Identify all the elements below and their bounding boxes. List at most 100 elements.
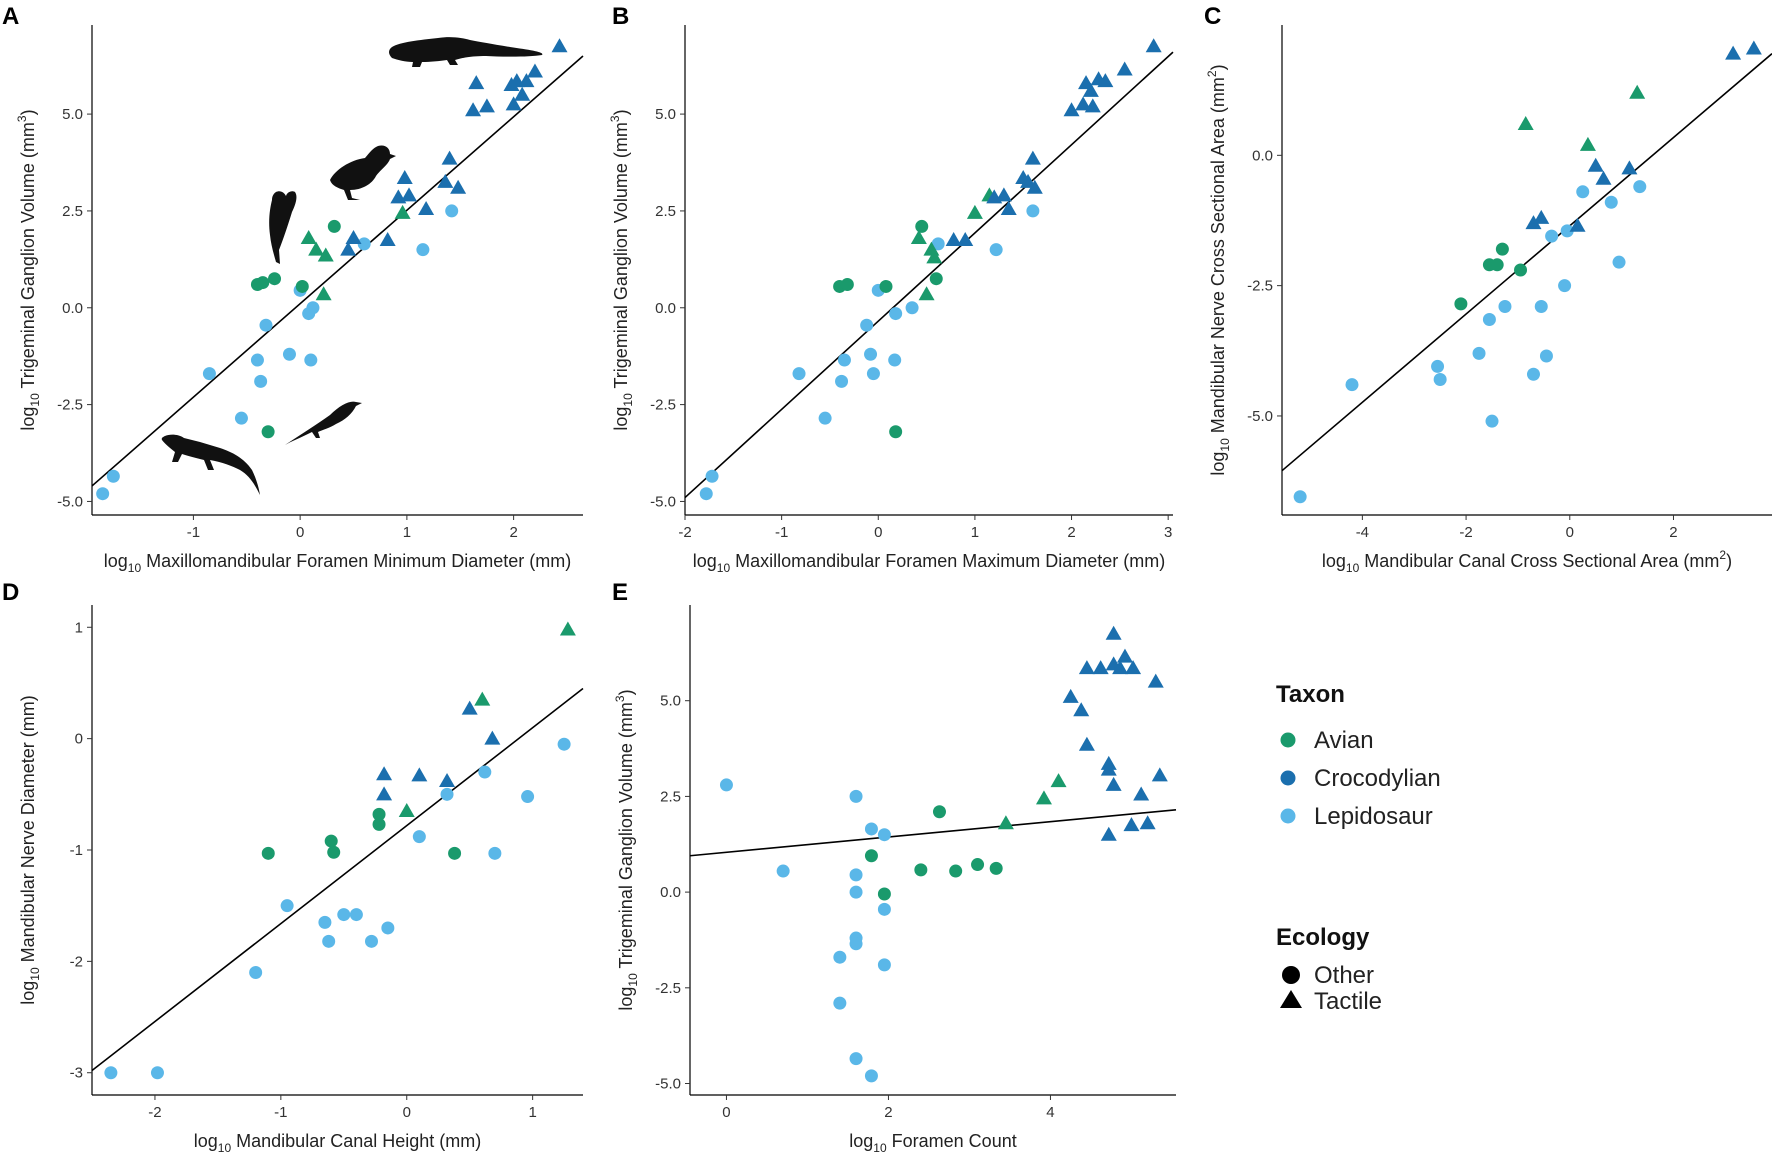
y-tick-label: -3 [70,1065,83,1082]
data-point-crocodylian [1000,200,1017,215]
data-point-avian [1514,263,1528,277]
data-point-crocodylian [1073,702,1090,717]
data-point-lepidosaur [1472,346,1486,360]
panel-letter: B [612,3,629,30]
y-tick-label: 0.0 [660,884,681,901]
data-point-avian [300,230,317,245]
legend-avian-label: Avian [1314,727,1374,754]
x-tick-label: 0 [403,1104,411,1121]
y-tick-label: 5.0 [660,693,681,710]
data-point-lepidosaur [306,301,320,315]
data-point-crocodylian [518,73,535,88]
legend-tactile-marker [1280,990,1302,1008]
y-axis-label: log10 Mandibular Nerve Diameter (mm) [18,695,42,1004]
data-point-lepidosaur [488,846,502,860]
data-point-lepidosaur [864,822,878,836]
data-point-crocodylian [1026,179,1043,194]
panel-letter: D [2,579,19,606]
x-axis-label: log10 Foramen Count [849,1131,1016,1155]
data-point-avian [929,272,943,286]
data-point-lepidosaur [833,996,847,1010]
data-point-avian [372,817,386,831]
y-tick-label: -2.5 [650,397,676,414]
data-point-lepidosaur [557,737,571,751]
legend-other-label: Other [1314,962,1374,989]
data-point-avian [308,241,325,256]
data-point-lepidosaur [416,243,430,257]
data-point-avian [1454,297,1468,311]
data-point-crocodylian [1569,217,1586,232]
data-point-avian [877,887,891,901]
panel-d: D -2 -1 0 1 -3 -2 -1 0 1 log10 Mandibular Canal He… [2,579,584,1155]
data-point-crocodylian [1105,776,1122,791]
data-point-avian [1579,136,1596,151]
data-point-crocodylian [484,730,501,745]
data-point-lepidosaur [931,237,945,251]
data-point-lepidosaur [877,828,891,842]
data-point-lepidosaur [1576,185,1590,199]
legend-taxon-title: Taxon [1276,681,1345,708]
x-tick-label: -2 [678,524,691,541]
regression-line [91,55,584,487]
data-point-crocodylian [1116,61,1133,76]
data-point-lepidosaur [849,789,863,803]
data-point-crocodylian [995,187,1012,202]
data-point-lepidosaur [280,899,294,913]
panel-letter: E [612,579,628,606]
y-tick-label: -5.0 [655,1076,681,1093]
data-point-lepidosaur [877,902,891,916]
lizard-silhouette-icon [161,434,260,495]
data-point-avian [1517,116,1534,131]
data-point-lepidosaur [381,921,395,935]
data-point-avian [1035,790,1052,805]
y-axis-label: log10 Mandibular Nerve Cross Sectional A… [1205,64,1232,475]
data-point-crocodylian [1745,40,1762,55]
data-point-lepidosaur [1026,204,1040,218]
y-axis-label: log10 Trigeminal Ganglion Volume (mm3) [613,689,640,1010]
data-point-avian [879,279,893,293]
x-axis-label: log10 Maxillomandibular Foramen Minimum … [104,551,571,575]
data-point-lepidosaur [106,469,120,483]
crocodile-silhouette-icon [389,37,543,67]
data-point-crocodylian [379,231,396,246]
data-point-crocodylian [376,766,393,781]
data-point-lepidosaur [1558,279,1572,293]
regression-line [91,687,584,1072]
data-point-avian [394,204,411,219]
data-point-avian [448,846,462,860]
data-point-crocodylian [376,786,393,801]
data-point-crocodylian [505,96,522,111]
data-point-crocodylian [340,241,357,256]
data-point-crocodylian [1587,157,1604,172]
data-point-lepidosaur [150,1066,164,1080]
data-point-lepidosaur [357,237,371,251]
data-point-crocodylian [1024,150,1041,165]
data-point-lepidosaur [1633,180,1647,194]
data-point-lepidosaur [364,934,378,948]
regression-line [684,51,1174,499]
data-point-lepidosaur [888,353,902,367]
data-point-crocodylian [465,102,482,117]
data-point-lepidosaur [776,864,790,878]
data-point-lepidosaur [349,908,363,922]
y-tick-label: -5.0 [57,493,83,510]
y-axis-label: log10 Trigeminal Ganglion Volume (mm3) [15,109,42,430]
data-point-crocodylian [1078,736,1095,751]
data-point-avian [949,864,963,878]
data-point-lepidosaur [250,353,264,367]
regression-line [689,809,1177,857]
panel-letter: A [2,3,19,30]
data-point-lepidosaur [849,885,863,899]
y-tick-label: 0.0 [1252,147,1273,164]
data-point-lepidosaur [1345,378,1359,392]
data-point-lepidosaur [889,307,903,321]
y-tick-label: -2.5 [57,397,83,414]
y-tick-label: 2.5 [655,203,676,220]
data-point-avian [840,278,854,292]
data-point-lepidosaur [989,243,1003,257]
data-point-lepidosaur [849,868,863,882]
data-point-crocodylian [1525,215,1542,230]
data-point-lepidosaur [1433,372,1447,386]
data-point-avian [1490,258,1504,272]
duck-silhouette-icon [330,145,396,200]
